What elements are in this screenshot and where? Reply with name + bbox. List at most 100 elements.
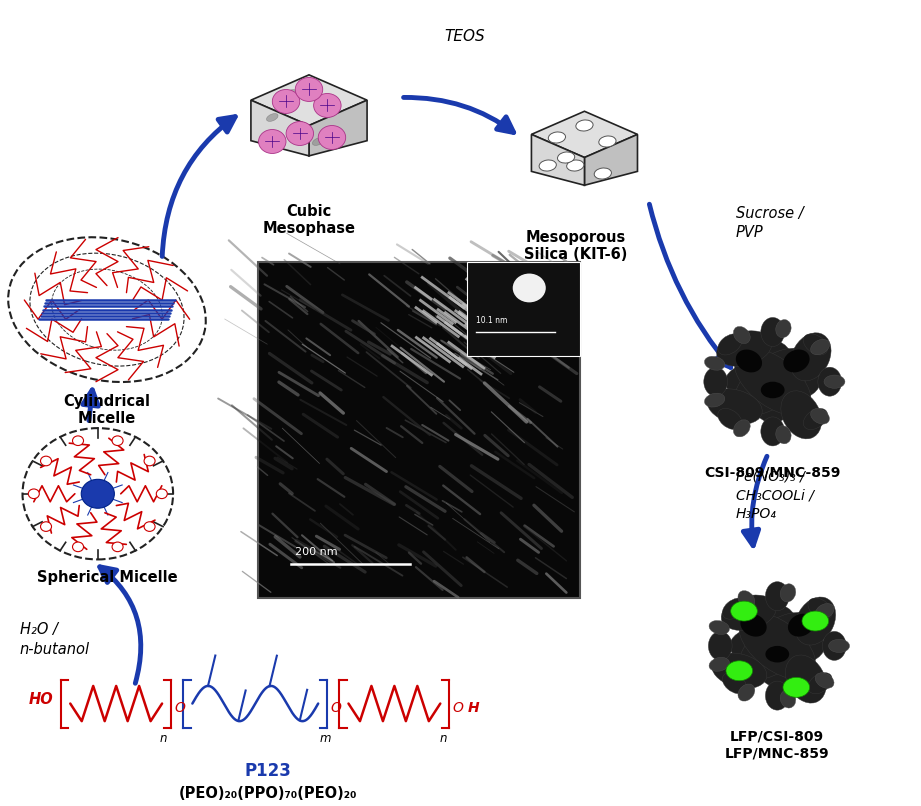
Circle shape: [319, 126, 345, 149]
Ellipse shape: [712, 653, 767, 688]
Ellipse shape: [810, 339, 830, 355]
Ellipse shape: [780, 584, 796, 602]
Ellipse shape: [733, 420, 751, 437]
Ellipse shape: [548, 132, 565, 143]
Ellipse shape: [725, 359, 821, 405]
Text: CSI-809/MNC-859: CSI-809/MNC-859: [705, 466, 841, 480]
Ellipse shape: [781, 391, 822, 439]
Text: TEOS: TEOS: [445, 29, 485, 44]
Text: Spherical Micelle: Spherical Micelle: [37, 570, 178, 585]
Circle shape: [157, 489, 168, 499]
Text: O: O: [452, 700, 463, 715]
Text: (PEO)₂₀(PPO)₇₀(PEO)₂₀: (PEO)₂₀(PPO)₇₀(PEO)₂₀: [179, 786, 357, 801]
Ellipse shape: [790, 333, 831, 381]
Circle shape: [41, 456, 52, 466]
Ellipse shape: [815, 673, 834, 688]
Text: Cylindrical
Micelle: Cylindrical Micelle: [64, 393, 150, 426]
Ellipse shape: [815, 604, 834, 619]
Ellipse shape: [788, 613, 814, 637]
Ellipse shape: [818, 368, 842, 397]
Ellipse shape: [829, 639, 849, 653]
Circle shape: [286, 122, 313, 145]
Circle shape: [296, 77, 322, 102]
Text: Fe(NO₃)₃ /
CH₃COOLi /
H₃PO₄: Fe(NO₃)₃ / CH₃COOLi / H₃PO₄: [736, 470, 814, 521]
Ellipse shape: [784, 350, 810, 372]
Ellipse shape: [705, 393, 725, 407]
Ellipse shape: [717, 330, 772, 366]
Ellipse shape: [783, 677, 810, 697]
Circle shape: [112, 436, 123, 446]
Ellipse shape: [752, 604, 803, 688]
Ellipse shape: [747, 340, 799, 423]
Text: H₂O /
n-butanol: H₂O / n-butanol: [19, 622, 90, 657]
Circle shape: [41, 521, 52, 531]
Ellipse shape: [739, 613, 816, 679]
Ellipse shape: [734, 348, 811, 415]
Polygon shape: [585, 135, 637, 185]
Ellipse shape: [726, 661, 752, 681]
Ellipse shape: [740, 613, 766, 637]
Circle shape: [513, 273, 546, 302]
Ellipse shape: [730, 601, 757, 621]
Ellipse shape: [707, 388, 763, 424]
Text: n: n: [159, 732, 167, 745]
Ellipse shape: [775, 426, 791, 444]
Text: LFP/CSI-809
LFP/MNC-859: LFP/CSI-809 LFP/MNC-859: [725, 730, 830, 760]
Text: 200 nm: 200 nm: [296, 546, 338, 557]
Circle shape: [144, 521, 155, 531]
Circle shape: [73, 436, 84, 446]
Circle shape: [81, 480, 114, 509]
Ellipse shape: [765, 582, 789, 611]
Ellipse shape: [761, 318, 785, 347]
Ellipse shape: [765, 646, 789, 663]
Ellipse shape: [709, 658, 729, 671]
Ellipse shape: [705, 356, 725, 370]
Circle shape: [29, 489, 40, 499]
Polygon shape: [531, 111, 637, 157]
Ellipse shape: [738, 591, 755, 608]
Text: Mesoporous
Silica (KIT-6): Mesoporous Silica (KIT-6): [524, 230, 627, 262]
Ellipse shape: [780, 690, 796, 708]
Ellipse shape: [775, 319, 791, 338]
Ellipse shape: [733, 326, 751, 343]
Text: 10.1 nm: 10.1 nm: [476, 316, 507, 325]
Ellipse shape: [285, 89, 297, 98]
Ellipse shape: [721, 595, 776, 630]
Circle shape: [73, 542, 84, 551]
Circle shape: [259, 130, 286, 153]
Text: Sucrose /
PVP: Sucrose / PVP: [736, 206, 804, 240]
Ellipse shape: [734, 348, 811, 415]
Ellipse shape: [739, 613, 816, 679]
Ellipse shape: [736, 350, 762, 372]
Circle shape: [112, 542, 123, 551]
Ellipse shape: [717, 334, 742, 355]
Ellipse shape: [599, 136, 616, 147]
Ellipse shape: [822, 631, 846, 660]
Ellipse shape: [802, 611, 829, 631]
Circle shape: [144, 456, 155, 466]
Circle shape: [273, 89, 299, 114]
Ellipse shape: [761, 382, 785, 398]
Ellipse shape: [717, 409, 742, 430]
Text: P123: P123: [244, 762, 291, 780]
Ellipse shape: [795, 597, 835, 645]
Text: m: m: [319, 732, 331, 745]
Ellipse shape: [566, 160, 584, 171]
Polygon shape: [251, 75, 367, 126]
Ellipse shape: [708, 631, 732, 660]
Text: O: O: [330, 700, 341, 715]
Text: HO: HO: [29, 692, 53, 707]
Ellipse shape: [761, 417, 785, 446]
Polygon shape: [309, 100, 367, 156]
Circle shape: [314, 93, 341, 118]
Ellipse shape: [576, 120, 593, 131]
Ellipse shape: [312, 138, 324, 145]
Polygon shape: [251, 100, 309, 156]
Text: O: O: [174, 700, 185, 715]
Ellipse shape: [266, 114, 278, 122]
Ellipse shape: [765, 681, 789, 710]
FancyBboxPatch shape: [467, 262, 580, 355]
Ellipse shape: [808, 673, 833, 694]
Ellipse shape: [722, 598, 747, 619]
Ellipse shape: [803, 409, 828, 430]
